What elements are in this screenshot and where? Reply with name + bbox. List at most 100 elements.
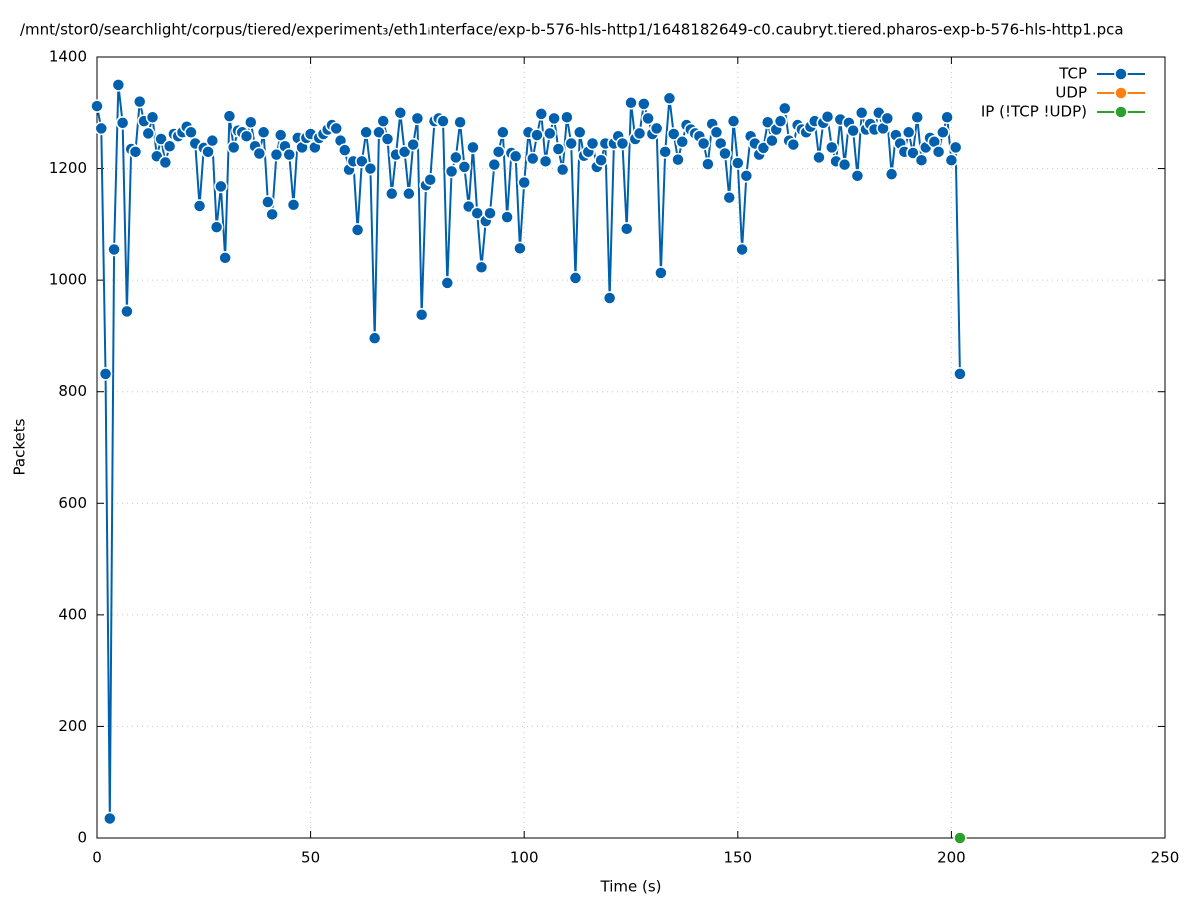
legend-label: IP (!TCP !UDP) xyxy=(981,103,1087,121)
data-point xyxy=(359,125,373,140)
data-point xyxy=(709,125,724,140)
data-point xyxy=(350,223,365,237)
data-point xyxy=(722,190,737,205)
data-point xyxy=(470,206,484,220)
data-point xyxy=(910,110,924,124)
data-point xyxy=(244,115,258,130)
data-point xyxy=(901,125,916,140)
data-point xyxy=(543,126,557,141)
x-tick-label: 50 xyxy=(301,849,320,867)
data-point xyxy=(825,140,839,155)
data-point xyxy=(735,242,749,257)
data-point xyxy=(491,145,506,159)
data-point xyxy=(410,111,425,126)
data-point xyxy=(739,169,754,183)
data-point xyxy=(662,91,677,106)
x-tick-label: 0 xyxy=(92,849,102,867)
data-point xyxy=(940,110,954,124)
data-point xyxy=(731,156,745,170)
data-point xyxy=(786,137,801,152)
data-point xyxy=(261,195,275,209)
data-point xyxy=(239,129,254,143)
data-point xyxy=(338,143,352,157)
x-tick-label: 250 xyxy=(1151,849,1180,867)
data-point xyxy=(376,114,390,128)
data-point xyxy=(380,132,395,146)
data-point xyxy=(880,111,895,126)
data-point xyxy=(265,207,279,222)
data-point xyxy=(282,147,296,162)
data-point xyxy=(760,115,775,130)
data-point xyxy=(560,110,574,124)
data-point xyxy=(363,161,378,176)
y-tick-label: 1200 xyxy=(49,159,87,177)
data-point xyxy=(397,145,412,159)
data-point xyxy=(457,160,472,174)
data-point xyxy=(948,140,963,155)
legend-label: TCP xyxy=(1058,65,1087,83)
data-point xyxy=(854,106,869,120)
data-point xyxy=(615,136,630,151)
data-point xyxy=(145,110,160,124)
data-point xyxy=(953,831,967,845)
data-point xyxy=(107,242,121,257)
x-tick-label: 150 xyxy=(723,849,752,867)
data-point xyxy=(209,220,224,234)
data-point xyxy=(141,126,156,141)
data-point xyxy=(367,331,382,345)
data-point xyxy=(487,157,502,172)
data-point xyxy=(252,146,267,161)
legend-label: UDP xyxy=(1055,84,1087,102)
data-point xyxy=(201,145,215,159)
data-point xyxy=(406,137,420,152)
data-point xyxy=(222,109,237,123)
data-point xyxy=(103,811,117,826)
data-point xyxy=(624,95,638,110)
data-point xyxy=(666,127,681,141)
y-tick-label: 1000 xyxy=(49,271,87,289)
data-point xyxy=(944,153,959,167)
data-point xyxy=(641,111,655,126)
data-point xyxy=(812,150,826,165)
data-point xyxy=(953,367,967,381)
data-point xyxy=(162,139,177,154)
data-point xyxy=(572,125,587,140)
data-point xyxy=(120,304,134,319)
y-tick-label: 0 xyxy=(77,829,87,847)
data-point xyxy=(658,145,672,159)
legend-marker xyxy=(1114,67,1128,81)
data-point xyxy=(414,307,429,322)
y-tick-label: 800 xyxy=(58,382,87,400)
series-line xyxy=(96,84,961,819)
data-point xyxy=(205,133,220,148)
data-point xyxy=(98,367,113,381)
data-point xyxy=(654,266,668,280)
data-point xyxy=(158,155,173,170)
x-axis-label: Time (s) xyxy=(600,878,662,896)
data-point xyxy=(525,151,540,166)
data-point xyxy=(619,222,634,236)
data-point xyxy=(773,114,788,128)
data-point xyxy=(226,140,241,155)
data-point xyxy=(914,153,929,167)
x-tick-label: 200 xyxy=(937,849,966,867)
data-point xyxy=(906,146,920,160)
data-point xyxy=(513,241,527,256)
data-point xyxy=(436,114,450,128)
data-point xyxy=(884,167,899,181)
data-point xyxy=(115,116,130,130)
data-point xyxy=(718,146,732,161)
data-point xyxy=(269,147,284,162)
data-point xyxy=(453,115,467,130)
data-point xyxy=(218,251,232,265)
data-point xyxy=(530,128,544,142)
data-point xyxy=(850,169,865,183)
data-point xyxy=(192,199,207,213)
plot-frame xyxy=(96,56,1166,839)
data-point xyxy=(671,152,685,167)
data-point xyxy=(423,172,437,187)
data-point xyxy=(440,276,455,290)
data-point xyxy=(355,154,369,169)
data-point xyxy=(538,154,553,169)
